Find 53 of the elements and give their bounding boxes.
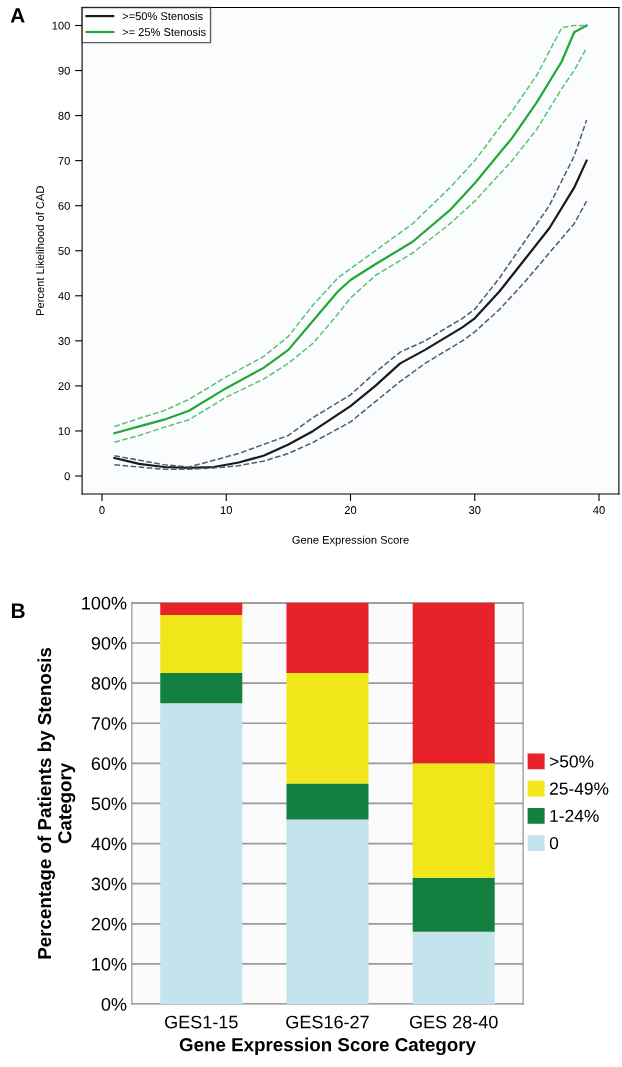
y-tick-label: 60 <box>58 201 70 210</box>
y-tick-label: 0 <box>64 472 70 481</box>
y-tick-label: 80 <box>58 111 70 120</box>
y-tick-label: 80% <box>91 677 127 690</box>
chart-title: A <box>10 8 25 23</box>
y-tick-label: 70% <box>91 717 127 730</box>
y-tick-label: 100% <box>82 596 127 610</box>
x-tick-label: 40 <box>593 506 605 514</box>
bar <box>160 614 243 674</box>
y-tick-label: 0% <box>101 997 127 1011</box>
x-tick-label: 20 <box>344 506 357 514</box>
bar <box>286 673 369 784</box>
bar <box>286 783 369 820</box>
x-tick-label: 30 <box>469 506 481 514</box>
x-tick-label: 10 <box>220 506 232 514</box>
legend-label: 1-24% <box>550 809 599 822</box>
x-tick-label: GES16-27 <box>286 1015 369 1029</box>
x-tick-label: GES1-15 <box>165 1015 238 1029</box>
y-tick-label: 30% <box>91 877 127 891</box>
bar <box>160 703 243 1005</box>
y-tick-label: 50% <box>91 797 127 811</box>
y-tick-label: 70 <box>58 156 70 165</box>
bar <box>412 763 495 878</box>
legend-label: >=50% Stenosis <box>122 11 203 21</box>
y-axis-title: Percentage of Patients by Stenosis Category <box>37 647 76 959</box>
bar <box>160 673 243 704</box>
y-tick-label: 20 <box>58 382 70 391</box>
y-tick-label: 100 <box>52 21 70 30</box>
y-tick-label: 40% <box>91 837 127 851</box>
y-tick-label: 10% <box>92 957 127 971</box>
y-tick-label: 50 <box>58 247 70 255</box>
y-tick-label: 60% <box>91 757 127 771</box>
x-tick-label: GES 28-40 <box>409 1015 498 1029</box>
legend-label: >= 25% Stenosis <box>122 27 206 36</box>
legend-label: 25-49% <box>550 782 609 795</box>
bar <box>160 602 243 615</box>
bar <box>286 602 369 674</box>
y-tick-label: 90% <box>91 636 127 650</box>
bar <box>412 877 495 932</box>
y-tick-label: 10 <box>58 427 70 436</box>
chart-title: B <box>11 603 25 618</box>
y-tick-label: 40 <box>58 292 70 300</box>
x-axis-title: Gene Expression Score <box>292 535 409 546</box>
legend-label: 0 <box>549 836 559 850</box>
y-tick-label: 30 <box>58 337 70 345</box>
bar <box>412 602 495 764</box>
y-axis-title: Percent Likelihood of CAD <box>35 186 45 315</box>
legend-label: >50% <box>550 755 594 768</box>
y-tick-label: 20% <box>91 917 127 931</box>
bar <box>286 819 369 1005</box>
x-axis-title: Gene Expression Score Category <box>179 1037 476 1056</box>
bar <box>412 931 495 1005</box>
y-tick-label: 90 <box>58 66 70 75</box>
